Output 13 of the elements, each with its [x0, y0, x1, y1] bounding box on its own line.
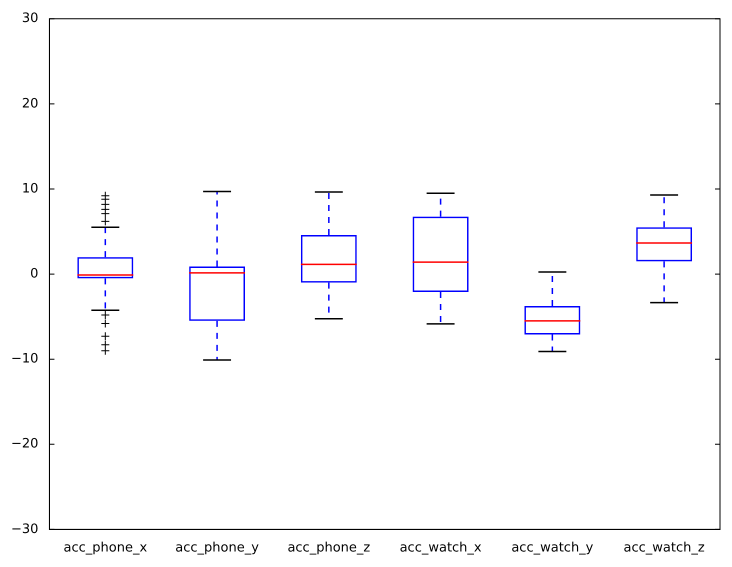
y-tick-label: −20 [10, 436, 38, 452]
x-tick-label: acc_watch_x [400, 540, 482, 556]
y-tick-label: −30 [10, 522, 38, 537]
y-tick-label: −10 [10, 352, 38, 367]
y-tick-label: 0 [30, 266, 38, 282]
x-tick-label: acc_watch_y [511, 540, 594, 556]
x-tick-label: acc_phone_z [287, 540, 370, 556]
x-tick-label: acc_watch_z [624, 540, 705, 556]
x-tick-label: acc_phone_y [175, 540, 260, 556]
x-tick-label: acc_phone_x [63, 540, 148, 556]
y-tick-label: 30 [22, 11, 38, 26]
y-tick-label: 20 [22, 96, 38, 112]
y-tick-label: 10 [22, 181, 38, 196]
